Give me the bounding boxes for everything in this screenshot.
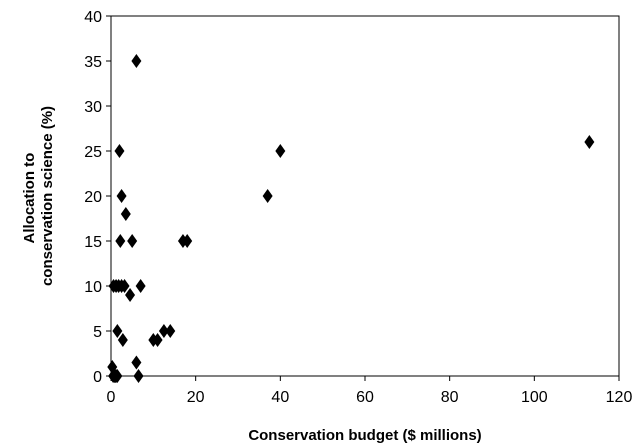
y-axis-title-line-1: Allocation to — [21, 153, 38, 244]
data-point — [120, 207, 131, 221]
data-point — [182, 234, 193, 248]
x-axis-title: Conservation budget ($ millions) — [248, 427, 481, 444]
plot-area — [110, 15, 620, 377]
data-point — [133, 369, 144, 383]
data-point — [115, 234, 126, 248]
y-tick-label: 30 — [84, 99, 102, 116]
x-tick-label: 120 — [606, 389, 633, 406]
data-point — [152, 333, 163, 347]
data-point — [165, 324, 176, 338]
y-tick-label: 10 — [84, 279, 102, 296]
data-point — [131, 54, 142, 68]
data-point — [262, 189, 273, 203]
data-point — [112, 369, 123, 383]
y-tick-label: 40 — [84, 9, 102, 26]
y-axis-title-line-2: conservation science (%) — [39, 106, 56, 286]
x-tick-label: 100 — [521, 389, 548, 406]
y-tick-label: 25 — [84, 144, 102, 161]
y-tick-label: 0 — [93, 369, 102, 386]
data-point — [131, 355, 142, 370]
y-tick-label: 35 — [84, 54, 102, 71]
data-point — [112, 324, 123, 338]
data-points — [107, 54, 595, 383]
data-point — [114, 144, 125, 158]
data-point — [584, 135, 595, 149]
x-axis-ticks: 0 20 40 60 80 100 120 — [107, 376, 633, 406]
data-point — [117, 333, 128, 347]
x-tick-label: 40 — [271, 389, 289, 406]
x-tick-label: 80 — [441, 389, 459, 406]
x-tick-label: 20 — [187, 389, 205, 406]
y-axis-ticks: 0 5 10 15 20 25 30 35 40 — [84, 9, 111, 386]
data-point — [125, 288, 136, 302]
data-point — [135, 279, 146, 293]
y-tick-label: 20 — [84, 189, 102, 206]
data-point — [116, 189, 127, 203]
y-axis-title: Allocation to conservation science (%) — [21, 106, 56, 286]
data-point — [127, 234, 138, 248]
x-tick-label: 60 — [356, 389, 374, 406]
y-tick-label: 5 — [93, 324, 102, 341]
data-point — [119, 279, 130, 293]
data-point — [275, 144, 286, 158]
y-tick-label: 15 — [84, 234, 102, 251]
data-point — [158, 324, 169, 338]
x-tick-label: 0 — [107, 389, 116, 406]
